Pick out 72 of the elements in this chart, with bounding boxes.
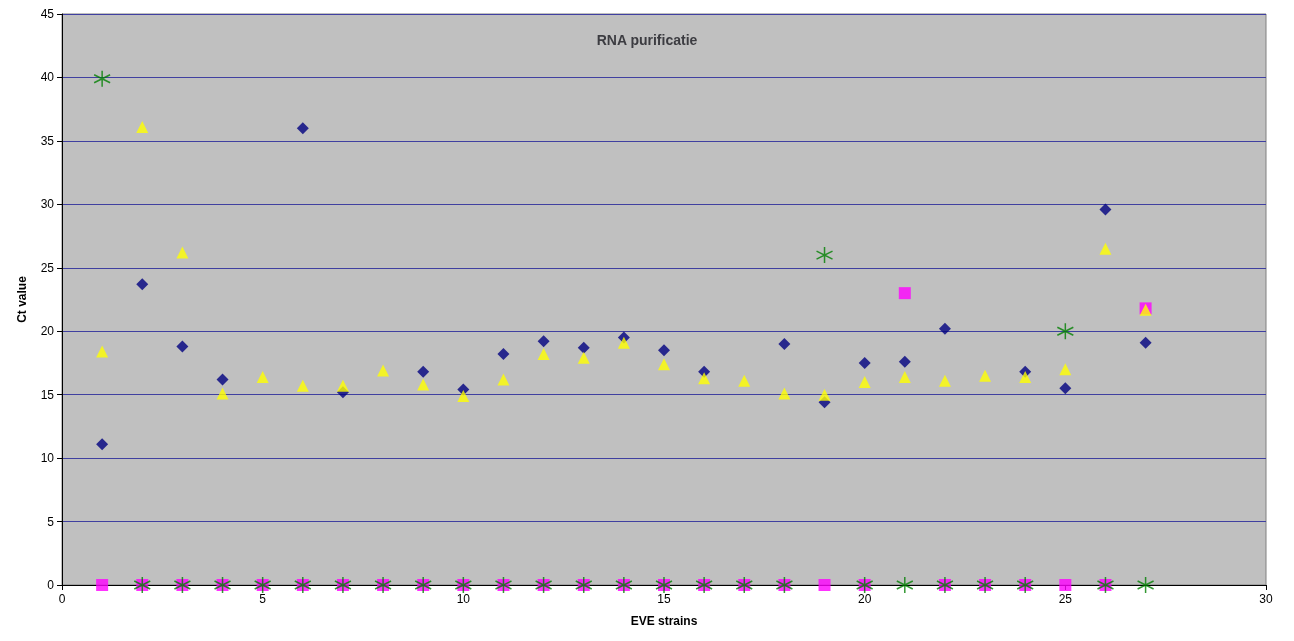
point bbox=[417, 378, 430, 391]
point bbox=[136, 120, 149, 133]
point bbox=[658, 358, 670, 371]
point bbox=[1056, 322, 1075, 340]
x-tick-label: 5 bbox=[259, 592, 267, 606]
point bbox=[537, 335, 550, 348]
x-tick-label: 25 bbox=[1058, 592, 1073, 606]
point bbox=[96, 438, 109, 451]
point bbox=[577, 351, 590, 364]
point bbox=[93, 69, 111, 88]
point bbox=[256, 370, 269, 383]
y-tick-label: 25 bbox=[40, 260, 55, 275]
point bbox=[778, 337, 791, 350]
point bbox=[176, 246, 189, 259]
x-tick-label: 30 bbox=[1259, 592, 1273, 606]
point bbox=[896, 576, 914, 594]
point bbox=[296, 122, 309, 135]
x-tick-label: 10 bbox=[456, 592, 471, 606]
y-tick-label: 5 bbox=[47, 514, 55, 529]
point bbox=[1136, 576, 1155, 594]
point bbox=[216, 387, 229, 400]
point bbox=[1099, 203, 1112, 216]
point bbox=[815, 246, 834, 264]
point bbox=[296, 379, 309, 392]
x-tick-label: 20 bbox=[857, 592, 872, 606]
point bbox=[216, 373, 229, 386]
point bbox=[1059, 363, 1072, 376]
point bbox=[336, 379, 349, 392]
y-tick-label: 10 bbox=[40, 451, 55, 466]
point bbox=[818, 579, 831, 591]
point bbox=[617, 336, 630, 349]
point bbox=[858, 375, 871, 388]
point bbox=[377, 364, 390, 377]
x-axis-title: EVE strains bbox=[630, 614, 698, 628]
point bbox=[457, 389, 470, 402]
point bbox=[1139, 336, 1152, 349]
x-tick-label: 15 bbox=[657, 592, 671, 606]
y-tick-label: 0 bbox=[47, 578, 55, 592]
point bbox=[898, 355, 911, 368]
point bbox=[738, 374, 751, 387]
x-tick-label: 0 bbox=[58, 592, 66, 606]
point bbox=[497, 373, 510, 386]
point bbox=[136, 278, 149, 291]
point bbox=[898, 370, 911, 383]
text: RNA purificatie bbox=[596, 32, 698, 48]
point bbox=[96, 345, 109, 358]
point bbox=[938, 374, 951, 387]
point bbox=[1099, 242, 1112, 255]
point bbox=[979, 369, 992, 382]
point bbox=[497, 348, 510, 361]
point bbox=[1059, 382, 1072, 395]
y-tick-label: 30 bbox=[40, 197, 55, 212]
point bbox=[1019, 370, 1032, 383]
point bbox=[778, 387, 791, 400]
point bbox=[537, 348, 550, 361]
y-tick-label: 45 bbox=[40, 7, 55, 21]
y-tick-label: 40 bbox=[40, 70, 55, 85]
point bbox=[658, 344, 670, 357]
point bbox=[176, 340, 189, 353]
point bbox=[898, 287, 911, 300]
y-tick-label: 15 bbox=[40, 387, 55, 402]
point bbox=[577, 341, 590, 354]
y-tick-label: 20 bbox=[40, 324, 55, 339]
point bbox=[417, 365, 430, 378]
point bbox=[938, 322, 951, 335]
point bbox=[818, 388, 831, 401]
point bbox=[698, 372, 711, 385]
point bbox=[1059, 579, 1072, 591]
y-tick-label: 35 bbox=[40, 133, 55, 148]
point bbox=[858, 356, 871, 369]
point bbox=[96, 579, 109, 591]
y-axis-title: Ct value bbox=[15, 275, 29, 323]
